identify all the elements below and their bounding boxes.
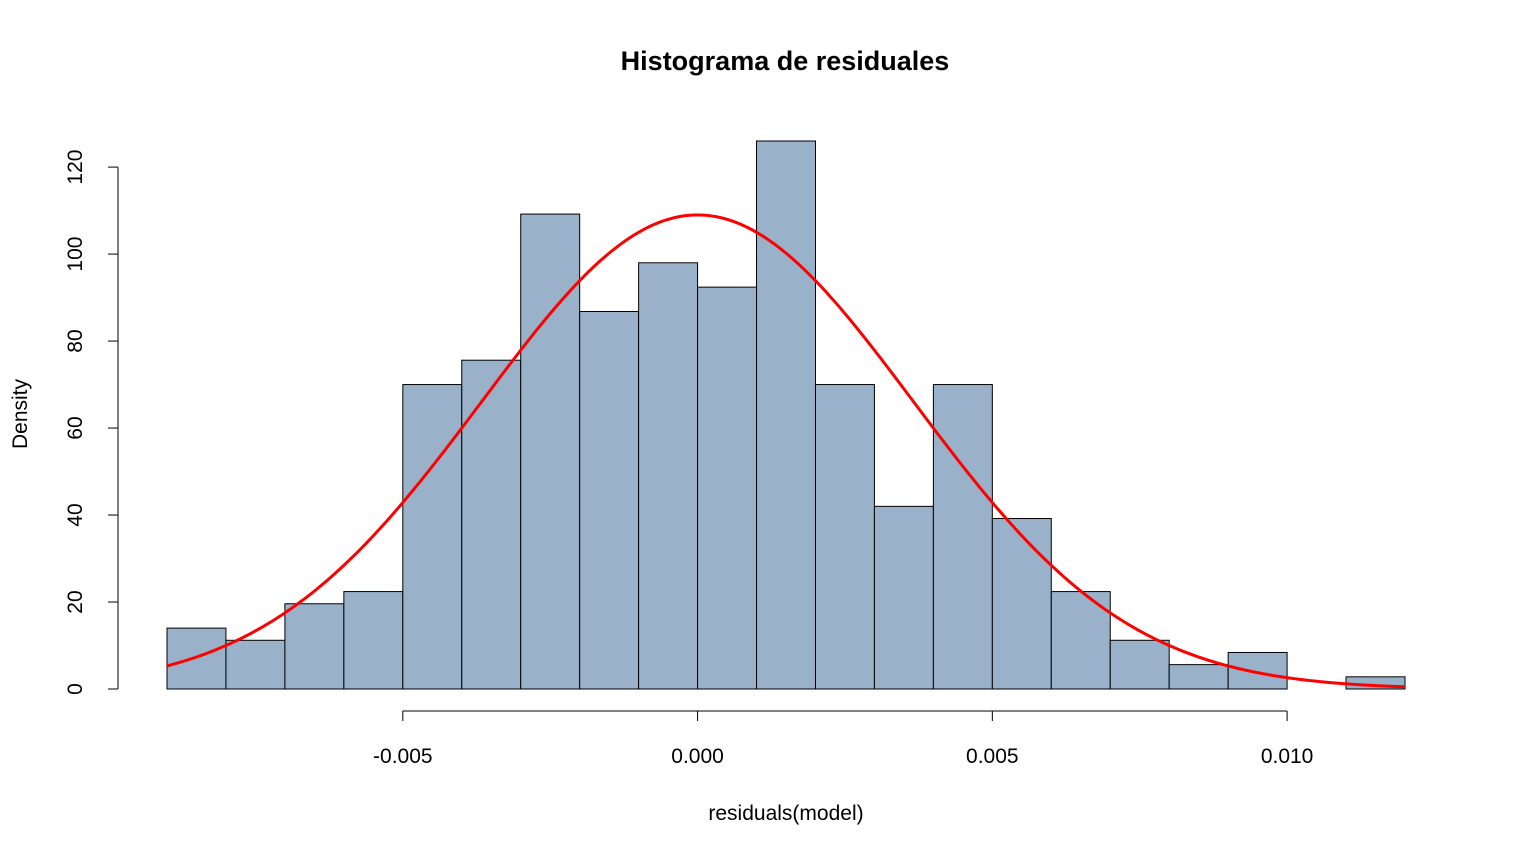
y-tick-label-2: 40 (64, 503, 87, 526)
histogram-bar-12 (873, 505, 934, 690)
histogram-bar-11 (814, 384, 875, 690)
x-tick-label-0: -0.005 (373, 745, 433, 768)
histogram-bar-14 (991, 518, 1052, 690)
x-tick-label-1: 0.000 (671, 745, 724, 768)
density-curve-layer (166, 213, 1406, 689)
histogram-bar-13 (932, 384, 993, 690)
histogram-bar-8 (638, 262, 699, 690)
histogram-bar-1 (225, 639, 286, 690)
histogram-bar-10 (756, 140, 816, 690)
x-axis: -0.005 0.000 0.005 0.010 (373, 710, 1314, 768)
histogram-bar-7 (579, 310, 640, 690)
y-tick-label-0: 0 (64, 683, 87, 695)
y-tick-label-3: 60 (64, 416, 87, 439)
histogram-bar-17 (1168, 664, 1229, 690)
x-tick-label-2: 0.005 (966, 745, 1019, 768)
y-tick-label-1: 20 (64, 590, 87, 613)
histogram-bar-5 (461, 359, 522, 690)
histogram-bar-9 (697, 286, 758, 690)
histogram-bar-6 (520, 213, 581, 690)
density-curve-line (166, 213, 1406, 689)
histogram-bar-18 (1227, 651, 1288, 690)
y-tick-label-6: 120 (64, 150, 87, 185)
x-axis-label: residuals(model) (708, 802, 863, 825)
y-axis: 0 20 40 60 80 100 120 (64, 150, 119, 695)
chart-title: Histograma de residuales (621, 46, 950, 76)
histogram-bar-16 (1109, 639, 1170, 690)
y-tick-label-5: 100 (64, 237, 87, 272)
histogram-bar-2 (284, 603, 345, 690)
y-axis-label: Density (9, 378, 32, 449)
y-tick-label-4: 80 (64, 329, 87, 352)
histogram-bar-3 (343, 591, 404, 690)
histogram-bar-4 (402, 384, 463, 690)
x-tick-label-3: 0.010 (1261, 745, 1314, 768)
histogram-bars (166, 140, 1406, 690)
